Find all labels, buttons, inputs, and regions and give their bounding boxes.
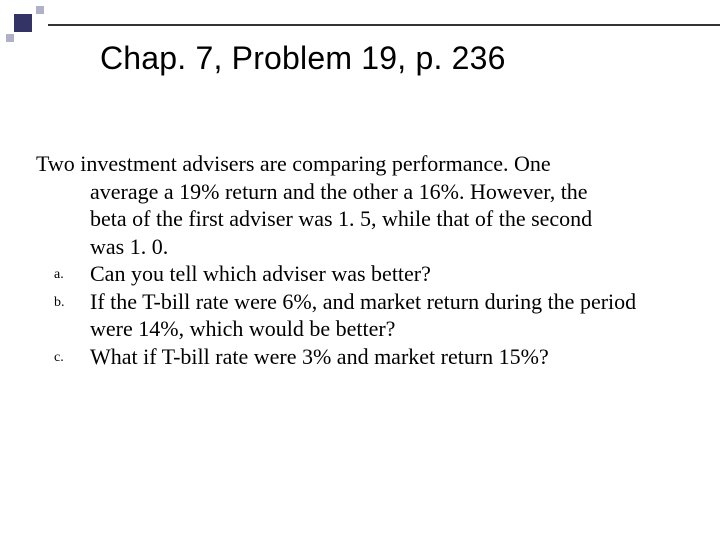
square-small-icon xyxy=(36,6,44,14)
content-block: Two investment advisers are comparing pe… xyxy=(36,150,680,370)
corner-decoration xyxy=(0,0,48,48)
list-text: If the T-bill rate were 6%, and market r… xyxy=(90,288,680,343)
list-text: Can you tell which adviser was better? xyxy=(90,260,680,288)
list-marker: c. xyxy=(36,343,90,367)
question-list: a. Can you tell which adviser was better… xyxy=(36,260,680,370)
intro-line: Two investment advisers are comparing pe… xyxy=(36,150,680,178)
list-item: b. If the T-bill rate were 6%, and marke… xyxy=(36,288,680,343)
list-item: c. What if T-bill rate were 3% and marke… xyxy=(36,343,680,371)
list-text: What if T-bill rate were 3% and market r… xyxy=(90,343,680,371)
page-title: Chap. 7, Problem 19, p. 236 xyxy=(100,40,506,77)
intro-line: beta of the first adviser was 1. 5, whil… xyxy=(36,205,680,233)
intro-line: was 1. 0. xyxy=(36,233,680,261)
list-marker: b. xyxy=(36,288,90,312)
square-large-icon xyxy=(14,14,32,32)
list-marker: a. xyxy=(36,260,90,284)
intro-line: average a 19% return and the other a 16%… xyxy=(36,178,680,206)
list-item: a. Can you tell which adviser was better… xyxy=(36,260,680,288)
square-small-icon xyxy=(6,34,14,42)
intro-paragraph: Two investment advisers are comparing pe… xyxy=(36,150,680,260)
top-rule xyxy=(48,24,720,26)
